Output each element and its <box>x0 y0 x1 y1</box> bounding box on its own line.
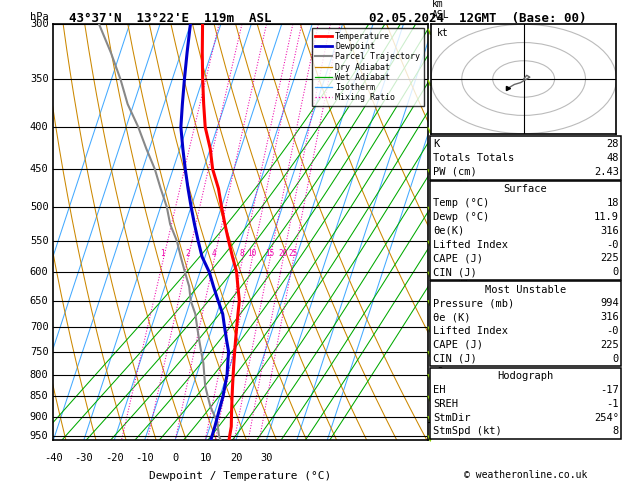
Text: © weatheronline.co.uk: © weatheronline.co.uk <box>464 470 587 480</box>
Text: 11.9: 11.9 <box>594 212 619 222</box>
Text: 600: 600 <box>30 267 48 277</box>
Text: 4: 4 <box>211 249 216 258</box>
Text: 0: 0 <box>613 354 619 364</box>
Text: -2: -2 <box>432 367 444 378</box>
Text: 25: 25 <box>289 249 298 258</box>
Text: 550: 550 <box>30 236 48 246</box>
Text: -7: -7 <box>432 104 444 114</box>
Text: Dewp (°C): Dewp (°C) <box>433 212 489 222</box>
Text: kt: kt <box>437 28 448 37</box>
Text: 950: 950 <box>30 431 48 441</box>
Text: 2: 2 <box>185 249 190 258</box>
Text: K: K <box>433 139 439 149</box>
Text: Pressure (mb): Pressure (mb) <box>433 298 514 309</box>
Legend: Temperature, Dewpoint, Parcel Trajectory, Dry Adiabat, Wet Adiabat, Isotherm, Mi: Temperature, Dewpoint, Parcel Trajectory… <box>312 29 423 105</box>
Text: 225: 225 <box>600 340 619 350</box>
Text: Mixing Ratio (g/kg): Mixing Ratio (g/kg) <box>460 176 470 288</box>
Text: -5: -5 <box>432 216 444 226</box>
Text: -20: -20 <box>105 453 124 463</box>
Text: θe (K): θe (K) <box>433 312 470 322</box>
Text: 30: 30 <box>260 453 273 463</box>
Text: 994: 994 <box>600 298 619 309</box>
Text: 800: 800 <box>30 370 48 380</box>
Text: Lifted Index: Lifted Index <box>433 326 508 336</box>
Text: CAPE (J): CAPE (J) <box>433 340 482 350</box>
Text: -1: -1 <box>432 415 444 425</box>
Text: 650: 650 <box>30 295 48 306</box>
Text: 2.43: 2.43 <box>594 167 619 177</box>
Text: 10: 10 <box>247 249 256 258</box>
Text: Surface: Surface <box>504 184 547 194</box>
Text: EH: EH <box>433 385 445 395</box>
Text: Lifted Index: Lifted Index <box>433 240 508 250</box>
Text: 316: 316 <box>600 226 619 236</box>
Text: 20: 20 <box>230 453 242 463</box>
Text: 1LCL: 1LCL <box>432 417 454 426</box>
Text: hPa: hPa <box>30 12 48 22</box>
Text: StmDir: StmDir <box>433 413 470 423</box>
Text: 750: 750 <box>30 347 48 357</box>
Text: 316: 316 <box>600 312 619 322</box>
Text: PW (cm): PW (cm) <box>433 167 477 177</box>
Text: 20: 20 <box>278 249 287 258</box>
Text: 225: 225 <box>600 254 619 263</box>
Text: Totals Totals: Totals Totals <box>433 153 514 163</box>
Text: 28: 28 <box>606 139 619 149</box>
Text: Most Unstable: Most Unstable <box>485 285 566 295</box>
Text: 0: 0 <box>172 453 178 463</box>
Text: -3: -3 <box>432 319 444 330</box>
Text: -0: -0 <box>606 326 619 336</box>
Text: 43°37'N  13°22'E  119m  ASL: 43°37'N 13°22'E 119m ASL <box>69 12 271 25</box>
Text: -10: -10 <box>135 453 154 463</box>
Text: 700: 700 <box>30 322 48 332</box>
Text: 8: 8 <box>613 427 619 436</box>
Text: 300: 300 <box>30 19 48 29</box>
Text: -6: -6 <box>432 161 444 171</box>
Text: 15: 15 <box>265 249 274 258</box>
Text: 500: 500 <box>30 202 48 212</box>
Text: 48: 48 <box>606 153 619 163</box>
Text: -30: -30 <box>74 453 93 463</box>
Text: 900: 900 <box>30 412 48 422</box>
Text: CAPE (J): CAPE (J) <box>433 254 482 263</box>
Text: θe(K): θe(K) <box>433 226 464 236</box>
Text: 850: 850 <box>30 391 48 401</box>
Text: -17: -17 <box>600 385 619 395</box>
Text: 350: 350 <box>30 74 48 85</box>
Text: 1: 1 <box>160 249 165 258</box>
Text: 450: 450 <box>30 164 48 174</box>
Text: 10: 10 <box>199 453 212 463</box>
Text: -0: -0 <box>606 240 619 250</box>
Text: StmSpd (kt): StmSpd (kt) <box>433 427 501 436</box>
Text: SREH: SREH <box>433 399 458 409</box>
Text: CIN (J): CIN (J) <box>433 267 477 278</box>
Text: km
ASL: km ASL <box>432 0 450 20</box>
Text: Temp (°C): Temp (°C) <box>433 198 489 208</box>
Text: -40: -40 <box>44 453 63 463</box>
Text: 400: 400 <box>30 122 48 132</box>
Text: -4: -4 <box>432 269 444 278</box>
Text: Hodograph: Hodograph <box>498 371 554 381</box>
Text: 02.05.2024  12GMT  (Base: 00): 02.05.2024 12GMT (Base: 00) <box>369 12 587 25</box>
Text: 254°: 254° <box>594 413 619 423</box>
Text: 18: 18 <box>606 198 619 208</box>
Text: Dewpoint / Temperature (°C): Dewpoint / Temperature (°C) <box>150 471 331 481</box>
Text: -8: -8 <box>432 43 444 53</box>
Text: 0: 0 <box>613 267 619 278</box>
Text: -1: -1 <box>606 399 619 409</box>
Text: 8: 8 <box>240 249 245 258</box>
Text: CIN (J): CIN (J) <box>433 354 477 364</box>
